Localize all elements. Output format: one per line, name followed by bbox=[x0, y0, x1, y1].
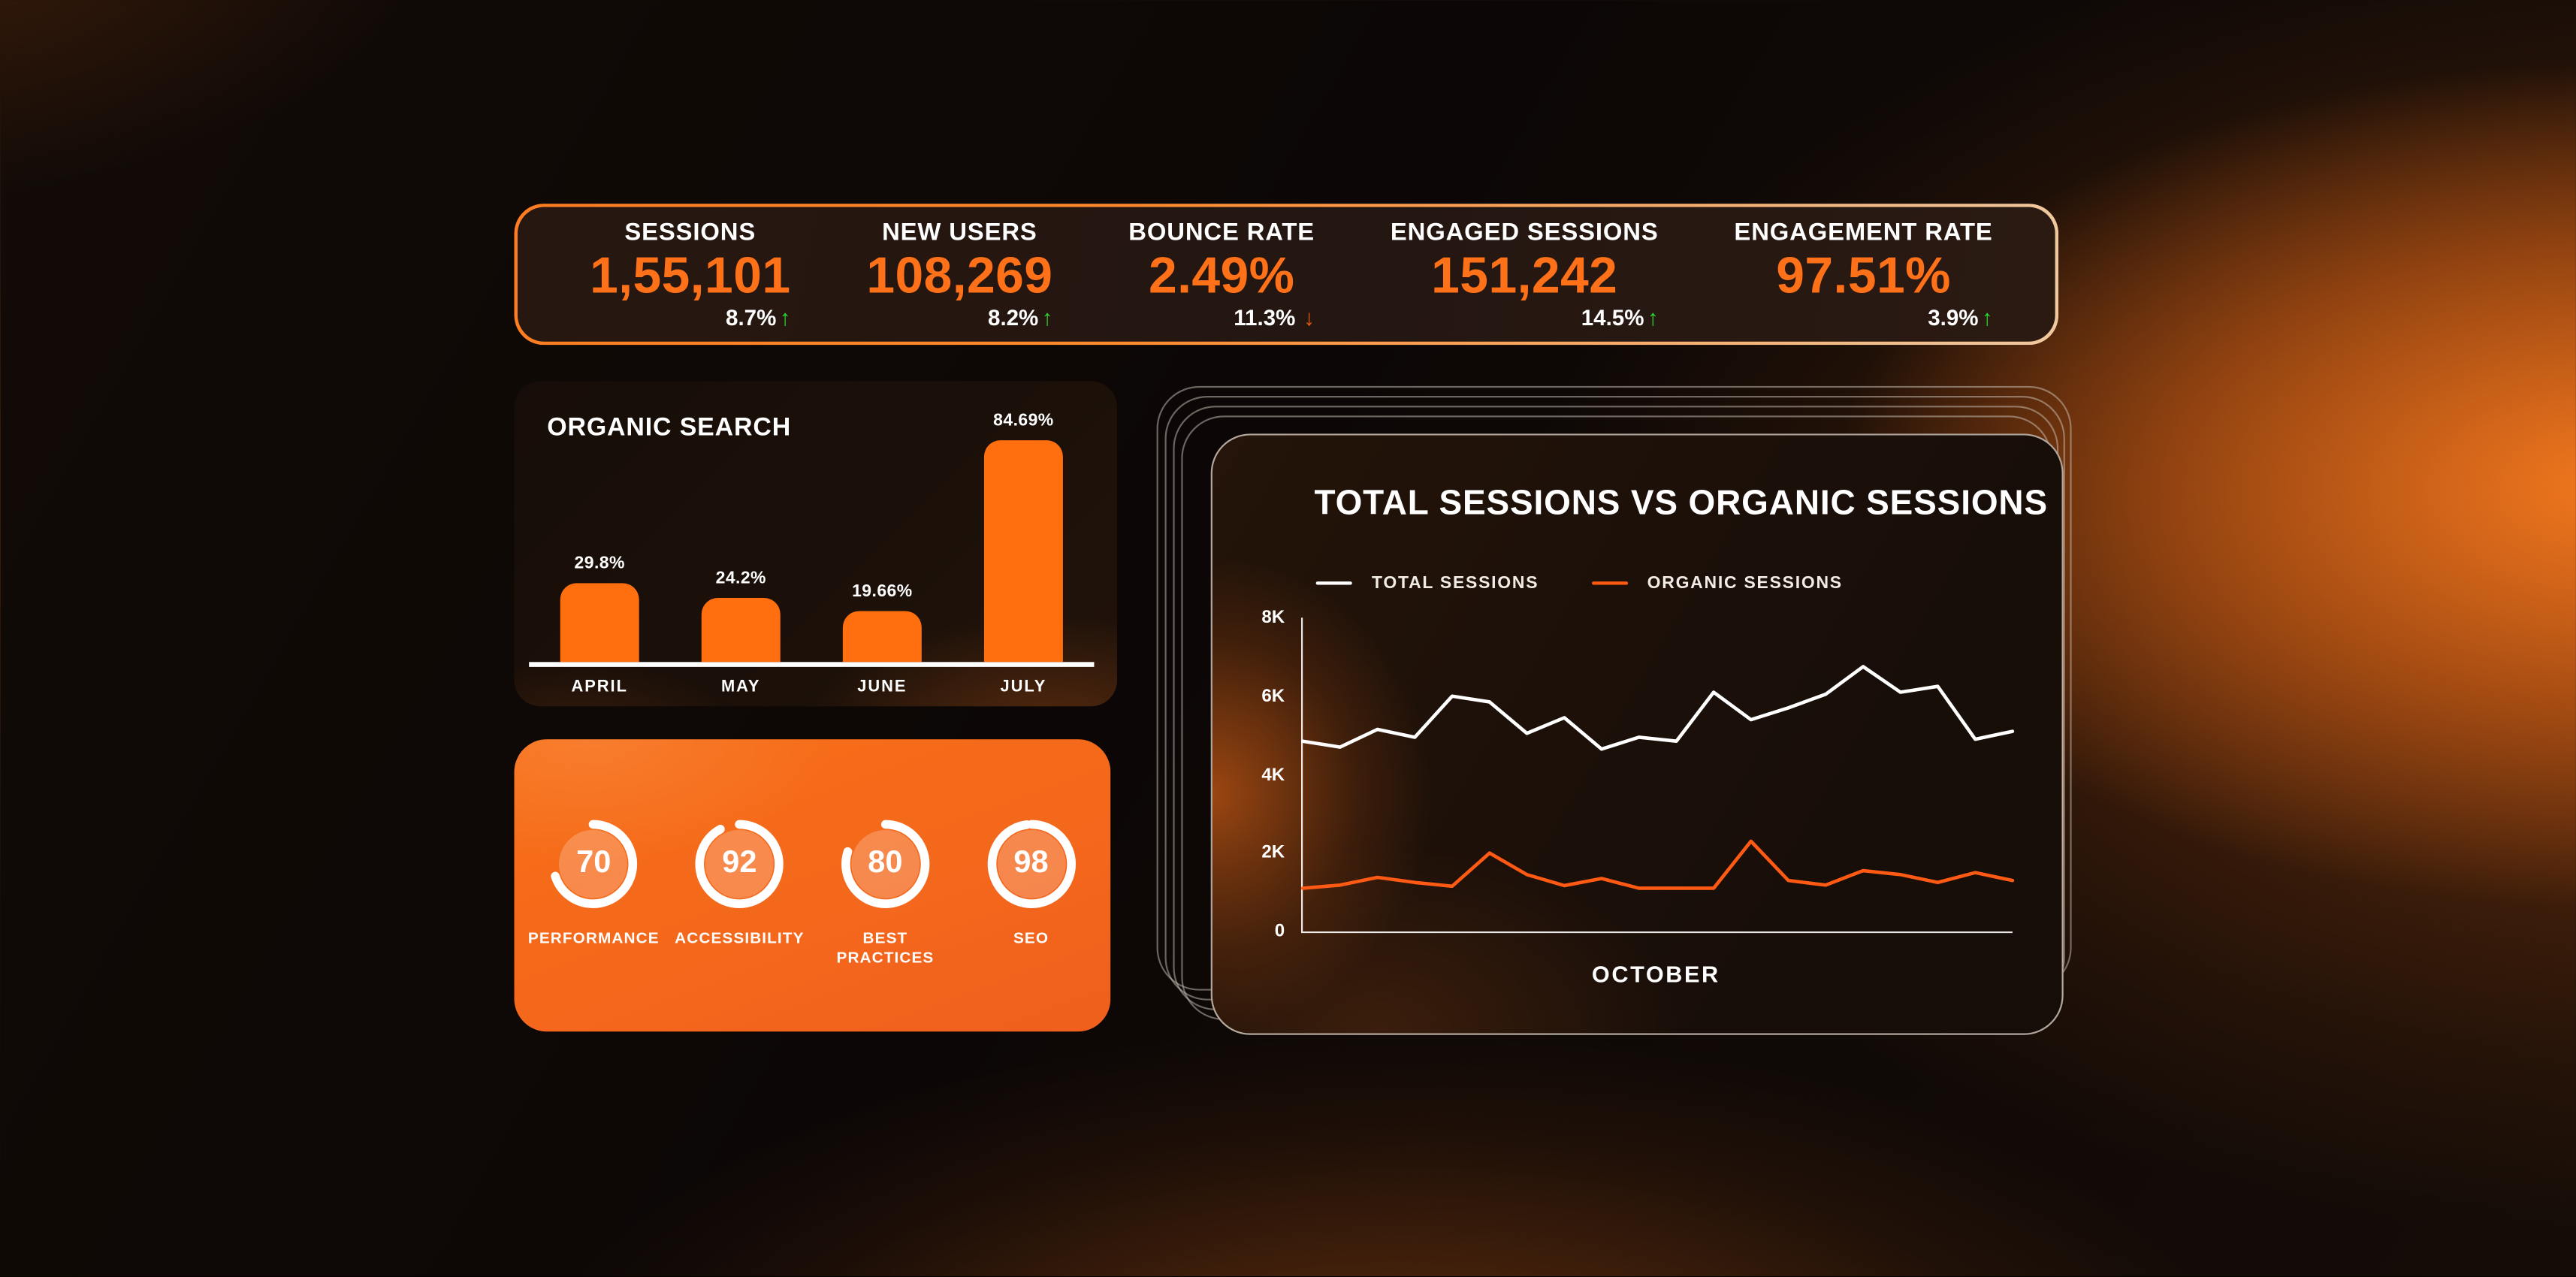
bar-column-may: 24.2% bbox=[670, 424, 811, 663]
kpi-value: 2.49% bbox=[1148, 246, 1295, 304]
y-tick-8k: 8K bbox=[1261, 608, 1285, 628]
month-label-july: JULY bbox=[1000, 678, 1047, 697]
organic-search-card: ORGANIC SEARCH 29.8% 24.2% 19.66% 84.69% AP… bbox=[514, 381, 1118, 707]
legend-item-organic-sessions: ORGANIC SESSIONS bbox=[1591, 573, 1843, 593]
bar-column-july: 84.69% bbox=[953, 410, 1094, 663]
kpi-delta-text: 8.2% bbox=[988, 304, 1039, 330]
gauge-score: 98 bbox=[1013, 846, 1049, 881]
bar-july bbox=[983, 439, 1063, 663]
bar-april bbox=[560, 584, 639, 663]
kpi-summary-bar: SESSIONS 1,55,101 8.7% ↑ NEW USERS 108,269 8.2… bbox=[514, 204, 2059, 346]
legend-label: ORGANIC SESSIONS bbox=[1647, 573, 1843, 593]
organic-search-month-labels: APRIL MAY JUNE JULY bbox=[529, 678, 1094, 696]
bar-may bbox=[701, 598, 781, 663]
bar-value-label: 29.8% bbox=[574, 554, 625, 574]
kpi-row: SESSIONS 1,55,101 8.7% ↑ NEW USERS 108,269 8.2… bbox=[514, 204, 2058, 345]
kpi-engagement-rate: ENGAGEMENT RATE 97.51% 3.9% ↑ bbox=[1734, 219, 1992, 330]
kpi-engaged-sessions: ENGAGED SESSIONS 151,242 14.5% ↑ bbox=[1391, 219, 1659, 330]
bar-value-label: 84.69% bbox=[993, 409, 1054, 430]
kpi-value: 97.51% bbox=[1776, 246, 1951, 304]
y-tick-0: 0 bbox=[1274, 921, 1285, 942]
gauge-ring-performance: 70 bbox=[546, 817, 642, 912]
gauge-label: SEO bbox=[1013, 929, 1049, 948]
sessions-chart-title: TOTAL SESSIONS VS ORGANIC SESSIONS bbox=[1314, 485, 2048, 523]
kpi-delta: 8.2% ↑ bbox=[988, 305, 1052, 330]
bar-value-label: 19.66% bbox=[852, 581, 913, 601]
kpi-label: ENGAGEMENT RATE bbox=[1734, 218, 1993, 247]
kpi-delta-text: 8.7% bbox=[726, 304, 777, 330]
kpi-label: SESSIONS bbox=[624, 218, 756, 247]
gauge-ring-accessibility: 92 bbox=[692, 817, 787, 912]
gauge-seo: 98 SEO bbox=[959, 817, 1103, 971]
arrow-up-icon: ↑ bbox=[1981, 304, 1993, 330]
line-chart-svg bbox=[1300, 665, 2015, 890]
arrow-up-icon: ↑ bbox=[1041, 304, 1053, 330]
gauge-best-practices: 80 BEST PRACTICES bbox=[813, 817, 957, 971]
kpi-delta: 14.5% ↑ bbox=[1581, 305, 1659, 330]
sessions-chart-card: TOTAL SESSIONS VS ORGANIC SESSIONS TOTAL… bbox=[1210, 433, 2064, 1035]
legend-label: TOTAL SESSIONS bbox=[1372, 573, 1539, 593]
kpi-value: 1,55,101 bbox=[590, 246, 791, 304]
kpi-label: NEW USERS bbox=[882, 218, 1037, 247]
gauge-score: 80 bbox=[868, 846, 903, 881]
arrow-up-icon: ↑ bbox=[1647, 304, 1659, 330]
gauge-label: BEST PRACTICES bbox=[836, 929, 935, 968]
organic-search-bar-chart: 29.8% 24.2% 19.66% 84.69% bbox=[529, 410, 1095, 667]
arrow-down-icon: ↓ bbox=[1303, 304, 1315, 330]
sessions-plot-area: 8K 6K 4K 2K 0 bbox=[1261, 608, 2015, 941]
kpi-delta: 8.7% ↑ bbox=[726, 305, 790, 330]
series-line-total-sessions bbox=[1300, 665, 2015, 751]
sessions-chart-stack: TOTAL SESSIONS VS ORGANIC SESSIONS TOTAL… bbox=[1156, 385, 2072, 1035]
x-axis-label: OCTOBER bbox=[1591, 961, 1720, 988]
kpi-label: BOUNCE RATE bbox=[1128, 218, 1315, 247]
month-label-may: MAY bbox=[720, 678, 761, 697]
y-tick-6k: 6K bbox=[1261, 686, 1285, 706]
month-label-april: APRIL bbox=[571, 678, 628, 697]
kpi-delta-text: 14.5% bbox=[1581, 304, 1644, 330]
y-tick-4k: 4K bbox=[1261, 764, 1285, 785]
bar-value-label: 24.2% bbox=[715, 569, 766, 589]
bar-column-april: 29.8% bbox=[529, 424, 670, 663]
gauge-ring-best-practices: 80 bbox=[838, 817, 933, 912]
kpi-delta-text: 3.9% bbox=[1928, 304, 1979, 330]
kpi-value: 108,269 bbox=[866, 246, 1053, 304]
kpi-bounce-rate: BOUNCE RATE 2.49% 11.3% ↓ bbox=[1128, 219, 1315, 330]
legend-dash-icon bbox=[1315, 581, 1352, 586]
gauge-label: PERFORMANCE bbox=[527, 929, 660, 948]
gauge-ring-seo: 98 bbox=[983, 817, 1079, 912]
bar-column-june: 19.66% bbox=[811, 424, 953, 663]
organic-search-title: ORGANIC SEARCH bbox=[547, 414, 792, 442]
gauge-accessibility: 92 ACCESSIBILITY bbox=[667, 817, 811, 971]
month-label-june: JUNE bbox=[857, 678, 907, 697]
legend-dash-icon bbox=[1591, 581, 1628, 586]
gauge-score: 70 bbox=[576, 846, 612, 881]
kpi-delta-text: 11.3% bbox=[1234, 304, 1296, 330]
y-tick-2k: 2K bbox=[1261, 843, 1285, 863]
kpi-new-users: NEW USERS 108,269 8.2% ↑ bbox=[866, 219, 1052, 330]
kpi-delta: 11.3% ↓ bbox=[1234, 305, 1315, 330]
kpi-label: ENGAGED SESSIONS bbox=[1390, 218, 1659, 247]
bar-june bbox=[842, 610, 922, 663]
arrow-up-icon: ↑ bbox=[779, 304, 791, 330]
gauge-performance: 70 PERFORMANCE bbox=[521, 817, 666, 971]
legend-item-total-sessions: TOTAL SESSIONS bbox=[1315, 573, 1539, 593]
gauge-score: 92 bbox=[722, 846, 757, 881]
series-line-organic-sessions bbox=[1300, 839, 2015, 890]
kpi-delta: 3.9% ↑ bbox=[1928, 305, 1992, 330]
gauge-label: ACCESSIBILITY bbox=[675, 929, 805, 948]
kpi-value: 151,242 bbox=[1431, 246, 1618, 304]
chart-legend: TOTAL SESSIONS ORGANIC SESSIONS bbox=[1315, 573, 1843, 593]
kpi-sessions: SESSIONS 1,55,101 8.7% ↑ bbox=[590, 219, 790, 330]
gauge-row: 70 PERFORMANCE 92 ACCESSIBILITY 80 BEST PRACT… bbox=[521, 817, 1104, 971]
lighthouse-scores-card: 70 PERFORMANCE 92 ACCESSIBILITY 80 BEST PRACT… bbox=[514, 739, 1111, 1032]
